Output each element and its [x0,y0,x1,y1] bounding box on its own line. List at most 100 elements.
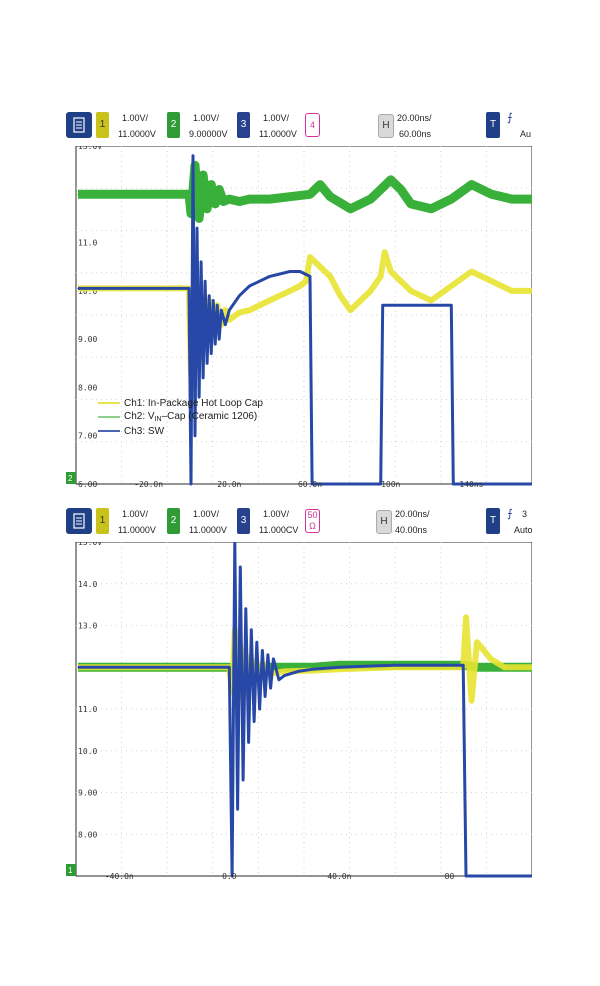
series-point-ch2 [214,203,216,205]
series-point-ch3 [220,309,222,311]
series-point-ch3 [190,483,192,485]
ground-marker-label: 1 [68,866,73,875]
series-point-ch2 [77,193,79,195]
series-point-ch1 [531,666,532,668]
trigger-mode: Au [520,129,532,139]
series-point-ch3 [270,687,272,689]
series-point-ch1 [305,280,307,282]
series-point-ch2 [390,179,392,181]
series-point-ch2 [222,200,224,203]
x-tick-label: 20.0n [217,480,241,489]
channel-1-badge[interactable]: 1 [96,508,109,534]
x-tick-label: 40.0n [327,872,351,881]
channel-2-badge[interactable]: 2 [167,112,180,138]
series-point-ch3 [452,483,454,485]
series-point-ch2 [450,198,452,200]
series-point-ch1 [476,641,478,643]
series-point-ch3 [380,483,382,485]
series-point-ch1 [369,290,372,292]
series-point-ch1 [470,700,473,702]
channel-4-badge[interactable]: 50 Ω [305,509,320,533]
y-tick-label: 7.00 [78,432,97,441]
series-point-ch1 [490,658,492,660]
series-point-ch1 [448,666,451,668]
series-point-ch3 [267,654,269,656]
series-point-ch2 [338,664,340,666]
series-point-ch3 [228,666,230,668]
trigger-badge[interactable]: T [486,112,500,138]
series-point-ch1 [384,251,386,253]
trigger-slope-icon: ⨍ [507,112,513,124]
series-point-ch3 [468,875,470,877]
horizontal-scale: 20.00ns/ [395,509,430,519]
series-point-ch2 [228,198,230,200]
x-tick-label: -40.0n [105,872,134,881]
horizontal-badge[interactable]: H [378,114,394,138]
series-point-ch1 [338,668,340,670]
series-line-ch3 [78,542,532,878]
menu-button[interactable] [66,508,92,534]
trigger-mode: Auto [514,525,533,535]
series-point-ch3 [278,679,280,681]
y-tick-label: 11.0 [78,239,97,248]
series-point-ch2 [283,666,285,668]
horizontal-badge[interactable]: H [376,510,392,534]
legend-swatch-ch3 [98,430,120,432]
series-point-ch2 [311,666,313,668]
series-point-ch1 [329,275,331,277]
series-point-ch3 [309,275,311,277]
series-point-ch2 [194,164,196,166]
menu-button[interactable] [66,112,92,138]
series-point-ch1 [470,270,473,273]
channel-1-offset: 11.0000V [118,525,156,535]
series-point-ch3 [440,304,442,306]
series-point-ch3 [77,666,79,668]
series-point-ch2 [309,193,311,195]
series-point-ch1 [339,295,341,297]
legend-label-ch2-sub: IN [154,416,162,423]
series-point-ch3 [264,695,266,698]
menu-icon [73,117,85,133]
series-point-ch1 [309,256,311,258]
channel-1-badge[interactable]: 1 [96,112,109,138]
series-point-ch2 [188,193,190,195]
series-point-ch1 [465,616,467,618]
series-point-ch3 [481,875,484,877]
y-tick-label: 8.00 [78,383,97,392]
series-point-ch2 [400,188,402,191]
channel-3-badge[interactable]: 3 [237,508,250,534]
series-point-ch1 [430,299,432,302]
legend-item-ch3: Ch3: SW [98,424,308,438]
series-point-ch1 [503,666,506,668]
waveform-plot-top: 13.0V 12.0 11.0 10.0 9.00 8.00 7.00 6.00 -20.0n 2… [66,146,532,490]
ground-marker-label: 2 [68,474,73,483]
y-tick-label: 13.0 [78,622,97,631]
series-point-ch1 [228,319,230,321]
series-point-ch3 [188,287,190,290]
channel-2-badge[interactable]: 2 [167,508,180,534]
series-point-ch3 [224,324,226,326]
series-point-ch2 [319,184,321,186]
channel-1-scale: 1.00V/ [122,509,149,519]
legend-label-ch2: Ch2: VIN–Cap (Ceramic 1206) [124,411,257,423]
series-point-ch3 [338,666,340,668]
series-point-ch1 [349,309,351,311]
channel-3-badge[interactable]: 3 [237,112,250,138]
series-point-ch3 [242,779,244,781]
trigger-badge[interactable]: T [486,508,500,534]
series-point-ch3 [236,808,239,810]
series-point-ch3 [208,295,210,297]
channel-2-offset: 9.00000V [189,129,228,139]
series-point-ch2 [511,198,513,200]
series-point-ch1 [248,309,251,311]
series-point-ch3 [476,875,478,877]
y-tick-label: 11.0 [78,705,97,714]
series-point-ch3 [250,629,252,631]
horizontal-scale: 20.00ns/ [397,113,432,123]
y-tick-label: 8.00 [78,830,97,839]
series-point-ch3 [311,483,313,485]
series-point-ch3 [465,875,467,877]
series-point-ch3 [234,542,236,543]
channel-4-badge[interactable]: 4 [305,113,320,137]
